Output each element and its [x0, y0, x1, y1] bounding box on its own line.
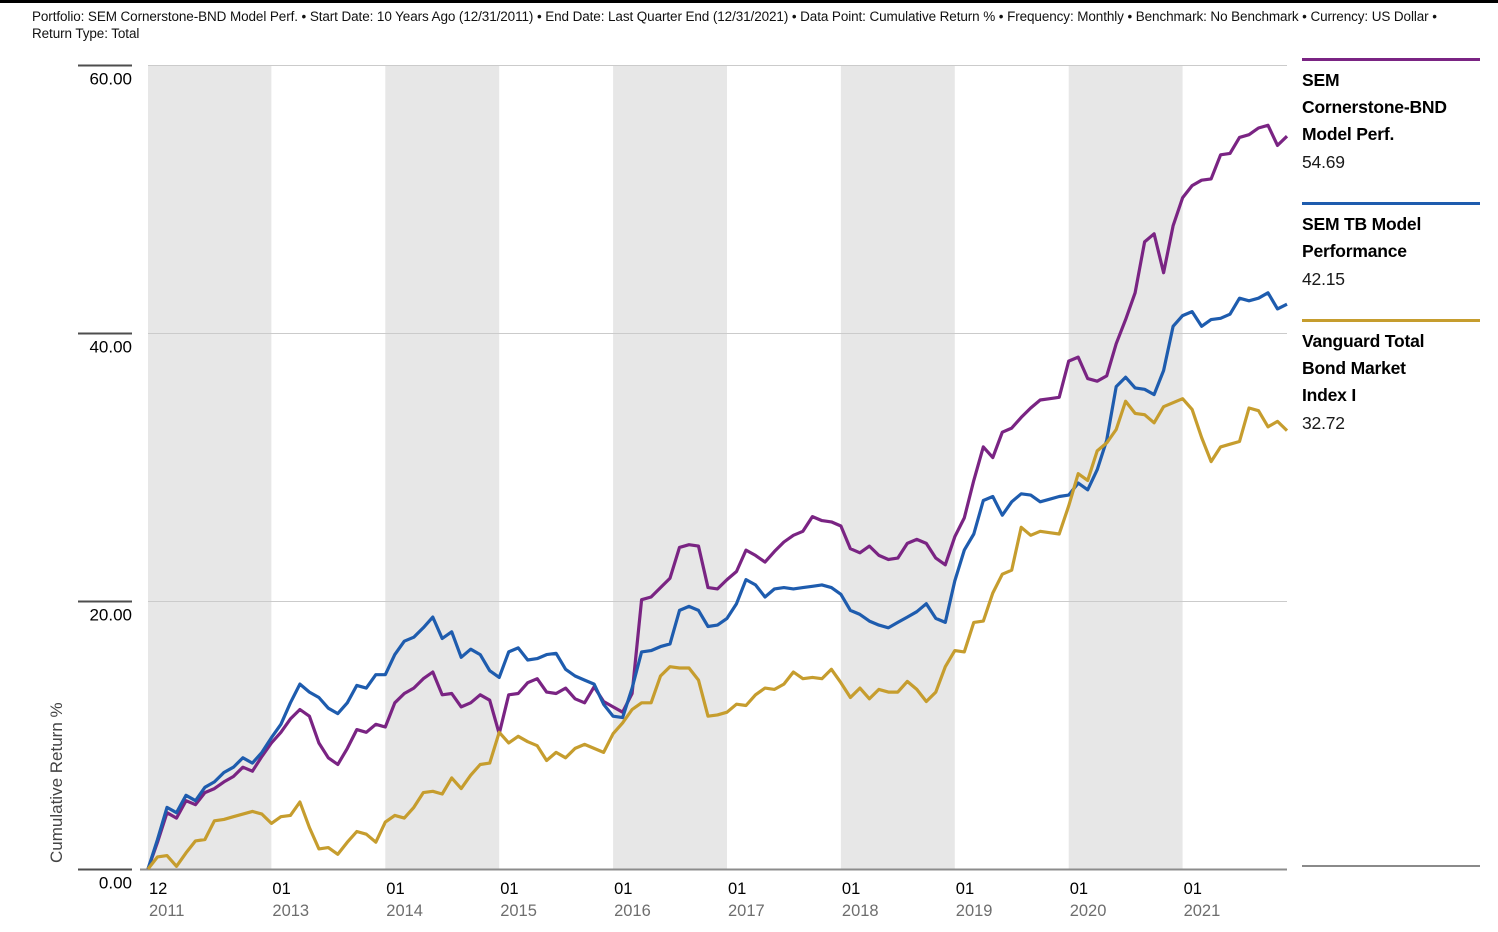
legend-series-line [1302, 319, 1480, 322]
svg-text:0.00: 0.00 [99, 874, 132, 893]
svg-text:20.00: 20.00 [89, 606, 132, 625]
chart-legend: SEM Cornerstone-BND Model Perf. 54.69 SE… [1302, 58, 1480, 463]
legend-series-line [1302, 58, 1480, 61]
svg-text:01: 01 [842, 880, 860, 898]
legend-series-label: SEM Cornerstone-BND Model Perf. [1302, 70, 1447, 144]
svg-text:2015: 2015 [500, 902, 537, 920]
svg-text:2017: 2017 [728, 902, 765, 920]
legend-series-value: 42.15 [1302, 269, 1345, 289]
svg-text:2020: 2020 [1070, 902, 1107, 920]
performance-line-chart: 0.00 20.00 40.00 60.00 12 2011 01 2013 01 2014 01 2… [47, 64, 1289, 920]
svg-text:2016: 2016 [614, 902, 651, 920]
svg-text:01: 01 [1070, 880, 1088, 898]
svg-text:60.00: 60.00 [89, 70, 132, 89]
svg-text:40.00: 40.00 [89, 338, 132, 357]
svg-text:01: 01 [272, 880, 290, 898]
svg-text:01: 01 [500, 880, 518, 898]
svg-text:01: 01 [614, 880, 632, 898]
legend-series-label: Vanguard Total Bond Market Index I [1302, 331, 1425, 405]
svg-text:01: 01 [386, 880, 404, 898]
legend-entry: SEM TB Model Performance 42.15 [1302, 202, 1480, 293]
legend-series-value: 32.72 [1302, 413, 1345, 433]
svg-text:2014: 2014 [386, 902, 423, 920]
svg-text:Cumulative Return %: Cumulative Return % [47, 702, 66, 863]
legend-entry: SEM Cornerstone-BND Model Perf. 54.69 [1302, 58, 1480, 176]
svg-text:2018: 2018 [842, 902, 879, 920]
chart-area: 0.00 20.00 40.00 60.00 12 2011 01 2013 01 2014 01 2… [0, 55, 1498, 927]
svg-text:01: 01 [956, 880, 974, 898]
legend-entry: Vanguard Total Bond Market Index I 32.72 [1302, 319, 1480, 437]
legend-series-line [1302, 202, 1480, 205]
svg-text:2011: 2011 [149, 902, 184, 920]
svg-text:01: 01 [1184, 880, 1202, 898]
svg-text:01: 01 [728, 880, 746, 898]
top-divider-rule [0, 0, 1498, 3]
svg-text:2019: 2019 [956, 902, 993, 920]
svg-text:2013: 2013 [272, 902, 309, 920]
svg-text:2021: 2021 [1184, 902, 1221, 920]
chart-settings-line: Portfolio: SEM Cornerstone-BND Model Per… [32, 9, 1437, 41]
svg-text:12: 12 [149, 880, 167, 898]
legend-series-label: SEM TB Model Performance [1302, 214, 1422, 261]
legend-bottom-rule [1302, 865, 1480, 867]
legend-series-value: 54.69 [1302, 152, 1345, 172]
